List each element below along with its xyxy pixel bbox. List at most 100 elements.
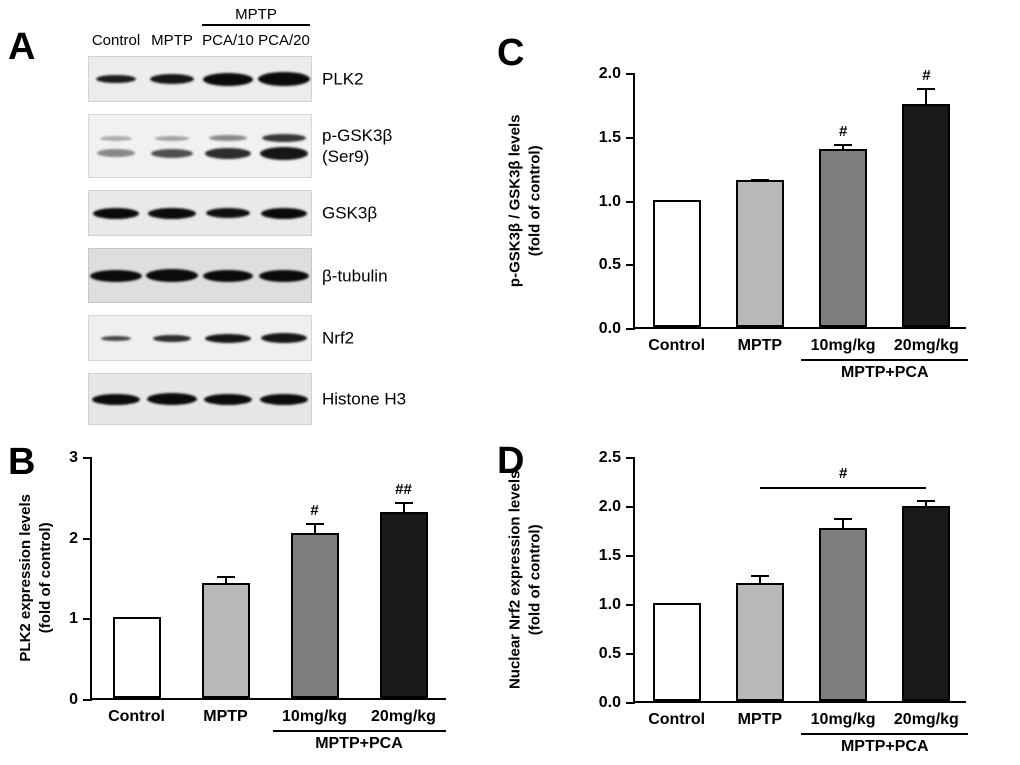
y-tick [83, 618, 92, 621]
blot-row-label: GSK3β [322, 203, 378, 223]
x-tick-label: 10mg/kg [282, 708, 347, 725]
significance-marker: # [838, 123, 848, 141]
lane-label: PCA/10 [202, 32, 254, 49]
x-tick-label: 10mg/kg [810, 337, 876, 354]
protein-band [203, 72, 253, 86]
protein-band [204, 393, 252, 405]
bar-10mg-kg [290, 532, 339, 698]
protein-band [259, 269, 309, 282]
group-label: MPTP+PCA [840, 738, 929, 755]
blot-strip [88, 56, 312, 102]
x-tick-label: Control [648, 711, 706, 728]
y-tick [626, 555, 635, 557]
y-tick [626, 136, 635, 139]
y-tick-label: 2.0 [598, 498, 621, 515]
protein-band [90, 269, 142, 282]
protein-band [97, 149, 135, 157]
y-axis-title: p-GSK3β / GSK3β levels (fold of control) [506, 114, 543, 287]
protein-band [209, 135, 247, 141]
protein-band [205, 147, 251, 159]
protein-band [151, 148, 193, 158]
y-tick-label: 1.0 [598, 596, 621, 613]
protein-band [258, 72, 310, 86]
error-bar-line [925, 89, 928, 106]
y-axis-title: PLK2 expression levels (fold of control) [17, 494, 54, 662]
x-tick-label: MPTP [737, 711, 783, 728]
plot-area-D: 0.0 0.5 1.0 1.5 2.0 2.5 Control MPTP 10mg/kg 20mg… [599, 449, 969, 755]
blot-row-label: PLK2 [322, 69, 364, 89]
bar-20mg-kg [902, 103, 951, 327]
y-tick [83, 457, 92, 459]
y-tick-label: 3 [69, 449, 78, 466]
group-label: MPTP+PCA [840, 364, 929, 381]
x-tick-label: 10mg/kg [810, 711, 876, 728]
y-tick-label: 1.5 [598, 547, 621, 564]
error-bar-line [758, 575, 761, 586]
y-tick-label: 0.0 [598, 694, 621, 711]
error-bar-cap [305, 523, 324, 526]
bar-control [652, 603, 701, 701]
error-bar-cap [750, 574, 769, 577]
y-tick-label: 0 [69, 691, 78, 708]
significance-marker: # [922, 67, 931, 85]
y-tick-label: 2 [69, 529, 78, 547]
y-tick [626, 264, 635, 267]
blot-row-label: Histone H3 [322, 389, 407, 409]
protein-band [100, 135, 132, 141]
y-tick [626, 200, 635, 203]
y-tick [626, 328, 635, 330]
y-tick [626, 457, 635, 459]
panel-label-b: B [8, 441, 36, 483]
blot-strip [88, 248, 312, 303]
error-bar-line [842, 518, 845, 530]
y-axis-title: Nuclear Nrf2 expression levels (fold of … [506, 470, 543, 689]
y-tick [83, 537, 92, 540]
bar-mptp [735, 583, 784, 701]
bar-10mg-kg [819, 527, 868, 701]
protein-band [101, 335, 131, 341]
y-tick [626, 702, 635, 704]
error-bar-cap [917, 500, 936, 503]
protein-band [150, 74, 194, 84]
blot-strip [88, 114, 312, 178]
protein-band [260, 146, 308, 160]
protein-band [260, 393, 308, 405]
protein-band [261, 207, 307, 219]
lane-label: Control [91, 32, 141, 49]
error-bar-line [925, 501, 928, 508]
significance-marker: ## [395, 481, 412, 499]
panel-nrf2-bar-chart: D 0.0 0.5 1.0 1.5 2.0 2.5 Control MPTP 10mg/kg 20… [495, 438, 1020, 765]
protein-band [205, 333, 251, 343]
bar-chart-pgsk3b-gsk3b-levels: 0.0 0.5 1.0 1.5 2.0 Control MPTP #10mg/kg #20mg/… [495, 22, 1020, 414]
error-bar-cap [394, 502, 413, 505]
y-tick-label: 2.5 [598, 449, 621, 466]
western-blot-figure: MPTP Control MPTP PCA/10 PCA/20 PLK2 p-GSK3β (… [8, 6, 486, 434]
panel-label-c: C [497, 32, 525, 74]
x-tick-label: 20mg/kg [371, 708, 436, 725]
panel-label-a: A [8, 26, 36, 68]
panel-label-d: D [497, 440, 525, 482]
blot-strip [88, 315, 312, 361]
error-bar-line [402, 503, 405, 515]
protein-band [155, 135, 189, 141]
y-tick [626, 506, 635, 508]
bar-chart-plk2-expression: 0 1 2 3 Control MPTP #10mg/kg ## 20mg/kg MPTP+PCA… [8, 438, 486, 765]
y-tick [626, 73, 635, 75]
x-tick-label: Control [108, 708, 165, 725]
bar-chart-nuclear-nrf2-expression: 0.0 0.5 1.0 1.5 2.0 2.5 Control MPTP 10mg/kg 20mg… [495, 438, 1020, 765]
group-underline [801, 359, 969, 361]
y-tick-label: 2.0 [598, 65, 621, 82]
panel-pgsk3b-bar-chart: C 0.0 0.5 1.0 1.5 2.0 Control MPTP #10mg/kg #20m… [495, 22, 1020, 414]
blot-row-label: Nrf2 [322, 328, 355, 348]
blot-row-label: β-tubulin [322, 265, 388, 285]
y-tick [626, 653, 635, 655]
lane-label: PCA/20 [258, 32, 310, 49]
y-tick-label: 1 [69, 610, 78, 628]
bar-control [112, 617, 161, 698]
significance-marker: # [838, 465, 848, 483]
treatment-group-header: MPTP [235, 6, 277, 23]
group-underline [272, 730, 446, 732]
bar-control [652, 199, 701, 327]
bar-20mg-kg [379, 512, 428, 698]
error-bar-cap [750, 178, 769, 181]
